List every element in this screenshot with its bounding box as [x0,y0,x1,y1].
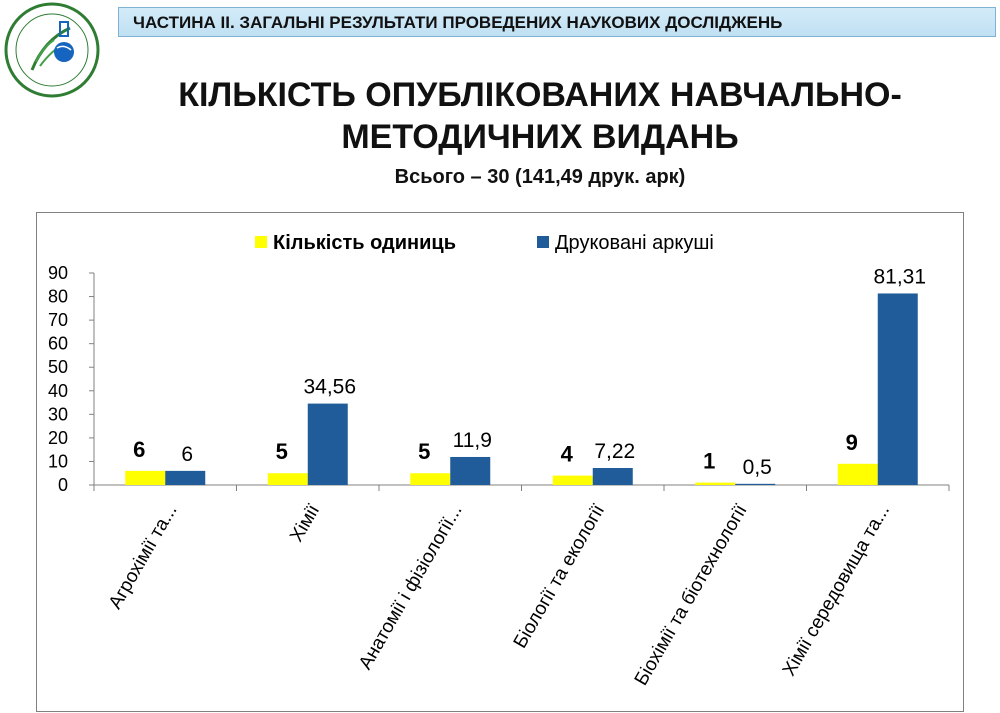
chart-frame: 0 10 20 30 40 50 60 70 80 90 6 6 Агрохімії та... 5 34,… [36,212,964,712]
bar-units [695,482,736,485]
y-tick-label: 50 [48,357,68,377]
bar-units [125,470,166,485]
y-tick-label: 30 [48,404,68,424]
data-label-sheets: 0,5 [743,456,772,479]
y-tick-label: 60 [48,334,68,354]
data-label-units: 5 [276,439,288,464]
data-label-sheets: 34,56 [303,376,356,399]
page-subtitle: Всього – 30 (141,49 друк. арк) [394,166,686,188]
legend-label-sheets: Друковані аркуші [555,232,714,254]
bar-sheets [877,293,918,485]
data-label-sheets: 7,22 [594,440,635,463]
y-tick-label: 90 [48,263,68,283]
data-label-units: 1 [703,449,715,474]
bar-units [410,473,451,485]
data-label-sheets: 11,9 [453,429,492,452]
x-tick-label: Біохімії та біотехнології [631,500,752,689]
y-tick-label: 10 [48,451,68,471]
bar-chart: 0 10 20 30 40 50 60 70 80 90 6 6 Агрохімії та... 5 34,… [48,232,950,689]
x-tick-label: Біології та екології [510,500,610,652]
legend-swatch-sheets [537,236,549,248]
x-tick-label: Хімії [286,500,324,545]
bar-units [837,463,878,485]
bar-units [552,475,593,485]
bar-sheets [450,456,491,485]
data-label-units: 6 [133,437,145,462]
data-label-units: 9 [846,430,858,455]
bar-sheets [592,467,633,485]
data-label-sheets: 6 [181,443,193,466]
x-tick-label: Анатомії і фізіології... [355,501,467,673]
y-tick-label: 20 [48,428,68,448]
section-header-bar: ЧАСТИНА ІІ. ЗАГАЛЬНІ РЕЗУЛЬТАТИ ПРОВЕДЕН… [118,7,996,37]
x-tick-label: Хімії середовища та... [779,501,894,680]
page-title-line1: КІЛЬКІСТЬ ОПУБЛІКОВАНИХ НАВЧАЛЬНО- [178,76,902,114]
data-label-sheets: 81,31 [873,265,926,288]
bar-sheets [165,470,206,485]
y-tick-label: 70 [48,310,68,330]
section-title: ЧАСТИНА ІІ. ЗАГАЛЬНІ РЕЗУЛЬТАТИ ПРОВЕДЕН… [133,13,783,32]
page-title: КІЛЬКІСТЬ ОПУБЛІКОВАНИХ НАВЧАЛЬНО- МЕТОД… [80,74,1000,158]
data-label-units: 4 [561,442,574,467]
page-title-line2: МЕТОДИЧНИХ ВИДАНЬ [341,118,739,156]
bar-units [267,473,308,485]
legend-swatch-units [255,236,267,248]
bar-sheets [735,483,776,485]
bar-sheets [307,403,348,485]
faculty-logo [4,2,100,98]
data-label-units: 5 [418,439,430,464]
legend-label-units: Кількість одиниць [273,232,456,254]
y-tick-label: 40 [48,381,68,401]
x-tick-label: Агрохімії та... [105,501,182,613]
y-tick-label: 80 [48,287,68,307]
y-tick-label: 0 [58,475,68,495]
